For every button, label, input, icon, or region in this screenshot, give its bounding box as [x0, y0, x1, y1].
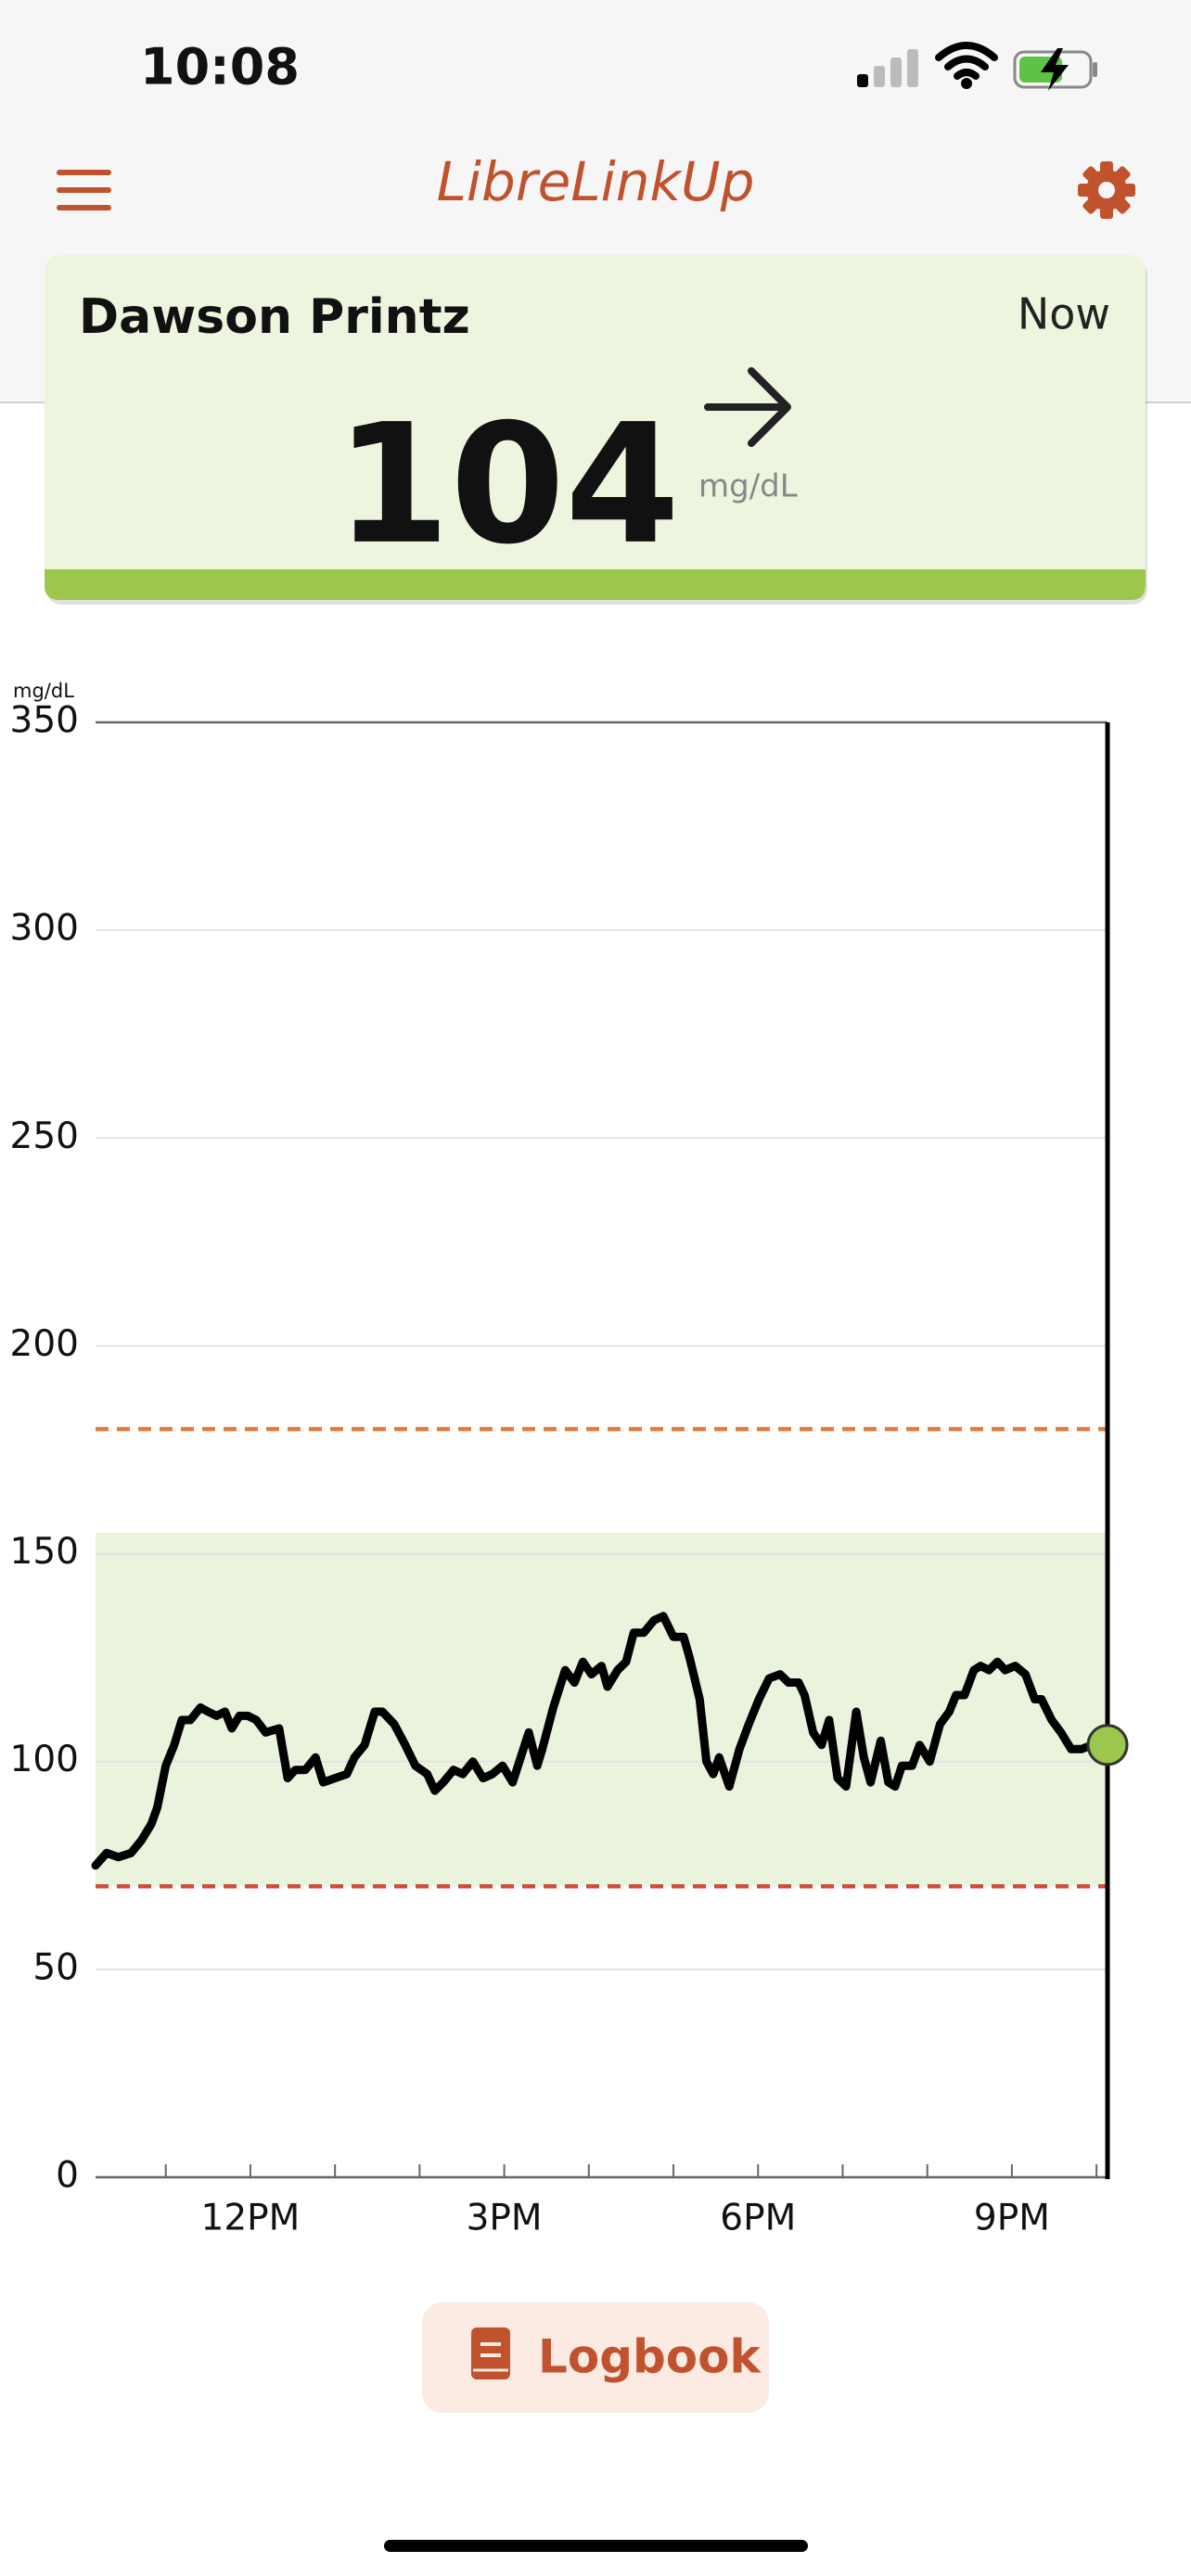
logbook-label: Logbook: [538, 2330, 762, 2384]
app-title: LibreLinkUp: [437, 150, 755, 213]
home-indicator: [384, 2540, 808, 2552]
logbook-button[interactable]: Logbook: [422, 2302, 769, 2413]
x-tick-label: 9PM: [974, 2198, 1050, 2239]
y-tick-label: 200: [10, 1323, 79, 1365]
status-time: 10:08: [140, 38, 300, 96]
x-tick-label: 12PM: [201, 2198, 301, 2239]
x-tick-label: 3PM: [467, 2198, 543, 2239]
glucose-unit: mg/dL: [698, 468, 798, 505]
current-reading-dot: [1086, 1724, 1129, 1766]
menu-button[interactable]: [57, 170, 111, 210]
glucose-chart: mg/dL 0 50 100 150 200 250 300 350 12PM 3PM 6PM 9PM: [10, 680, 1129, 2239]
glucose-card: Dawson Printz Now 104 mg/dL: [45, 255, 1147, 605]
settings-button[interactable]: [1078, 161, 1135, 219]
trend-arrow: [704, 367, 791, 447]
y-tick-label: 250: [10, 1116, 79, 1157]
reading-time: Now: [1018, 289, 1110, 339]
y-tick-label: 150: [10, 1531, 79, 1573]
status-icons: [857, 42, 1097, 91]
glucose-value: 104: [335, 389, 680, 580]
x-tick-label: 6PM: [720, 2198, 796, 2239]
y-axis-unit: mg/dL: [13, 680, 74, 702]
y-tick-label: 50: [32, 1946, 79, 1988]
target-range: [96, 1533, 1108, 1887]
y-tick-label: 350: [10, 700, 79, 742]
y-tick-label: 0: [56, 2155, 79, 2197]
y-tick-label: 300: [10, 908, 79, 950]
glucose-line: [91, 1612, 1112, 1870]
patient-name: Dawson Printz: [79, 289, 470, 345]
y-tick-label: 100: [10, 1739, 79, 1780]
